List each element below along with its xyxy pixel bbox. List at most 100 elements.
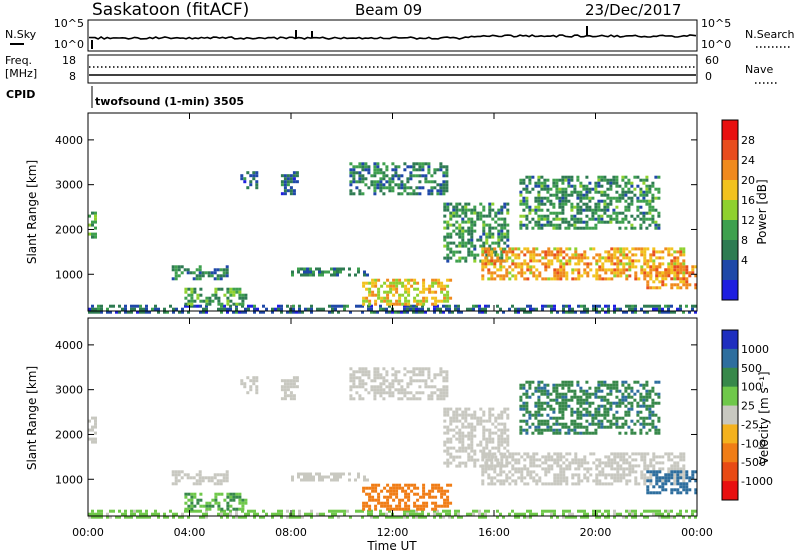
velocity-cell [482,410,486,414]
velocity-cell [583,455,587,459]
power-cell [568,247,572,251]
velocity-cell [94,425,97,429]
power-cell [615,205,619,209]
velocity-cell [579,389,583,393]
power-cell [526,265,530,269]
power-cell [609,220,613,224]
velocity-cell [535,464,539,468]
velocity-cell [543,401,547,405]
power-cell [568,262,572,266]
power-cell [94,211,97,215]
noise-search-label: N.Search [745,28,795,41]
power-cell [547,253,551,257]
power-cell [576,220,580,224]
velocity-cell [439,373,443,377]
velocity-cell [550,467,554,471]
power-cell [440,281,444,285]
power-cell [446,278,450,282]
power-cell [452,211,456,215]
velocity-cell [546,413,550,417]
velocity-cell [585,392,589,396]
power-cell [634,277,638,281]
velocity-cell [615,404,619,408]
power-cell [361,162,365,166]
power-cell [553,274,557,278]
power-cell [597,175,601,179]
velocity-cell [214,498,218,502]
velocity-cell [241,498,245,502]
power-cell [334,304,337,308]
power-cell [636,214,640,218]
power-cell [205,307,208,311]
velocity-cell [482,437,486,441]
power-cell [576,196,580,200]
velocity-cell [271,512,274,516]
velocity-cell [570,407,574,411]
power-cell [497,217,501,221]
power-cell [219,277,223,281]
power-cell [514,262,518,266]
velocity-cell [436,512,439,516]
velocity-cell [625,479,629,483]
velocity-cell [244,515,247,519]
power-cell [648,223,652,227]
velocity-cell [637,464,641,468]
power-cell [568,307,571,311]
power-cell [238,296,242,300]
velocity-cell [464,449,468,453]
power-cell [412,174,416,178]
power-cell [597,220,601,224]
power-cell [363,273,366,277]
power-cell [625,277,629,281]
power-cell [431,284,435,288]
velocity-cell [519,431,523,435]
velocity-cell [205,504,209,508]
power-cell [379,171,383,175]
power-cell [400,186,404,190]
velocity-cell [613,458,617,462]
power-cell [181,310,184,314]
power-cell [130,304,133,308]
velocity-cell [357,472,360,476]
power-cell [537,178,541,182]
velocity-cell [679,491,683,495]
power-cell [457,310,460,314]
velocity-cell [382,391,386,395]
velocity-cell [664,515,667,519]
power-cell [565,304,568,308]
power-cell [383,299,387,303]
power-cell [540,226,544,230]
velocity-cell [409,370,413,374]
velocity-cell [403,394,407,398]
power-cell [540,181,544,185]
power-cell [229,307,232,311]
power-cell [470,235,474,239]
velocity-cell [679,467,683,471]
power-cell [442,180,446,184]
velocity-cell [151,512,154,516]
velocity-cell [443,413,447,417]
power-cell [657,196,661,200]
velocity-cell [622,515,625,519]
power-cell [277,307,280,311]
velocity-cell [519,398,523,402]
velocity-cell [418,367,422,371]
velocity-cell [576,413,580,417]
power-cell [394,174,398,178]
power-cell [464,256,468,260]
velocity-cell [571,473,575,477]
power-cell [525,199,529,203]
power-cell [349,310,352,314]
velocity-cell [475,509,478,513]
velocity-cell [616,461,620,465]
velocity-cell [205,515,208,519]
velocity-cell [559,482,563,486]
velocity-cell [600,395,604,399]
power-cell [213,271,217,275]
velocity-cell [319,512,322,516]
power-cell [467,238,471,242]
power-cell [631,262,635,266]
power-cell [648,217,652,221]
velocity-cell [431,507,435,511]
velocity-cell [619,455,623,459]
